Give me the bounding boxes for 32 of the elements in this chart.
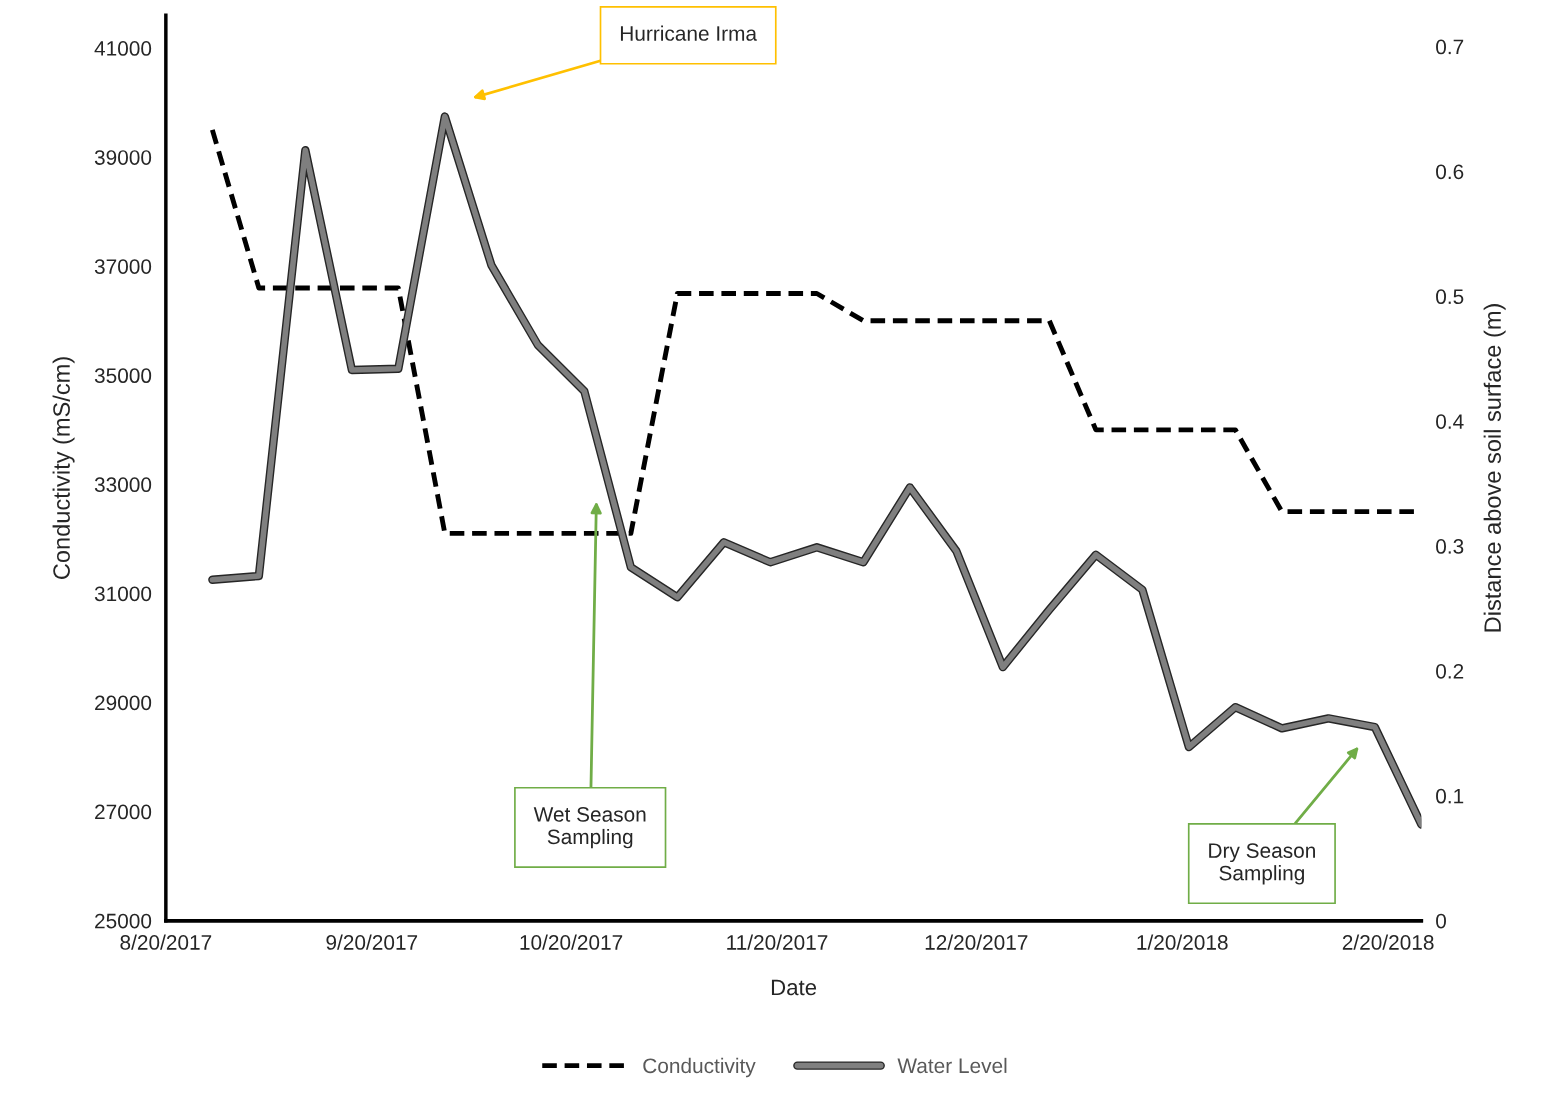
y-axis-title: Conductivity (mS/cm) <box>52 357 75 579</box>
legend-label: Conductivity <box>643 1057 756 1078</box>
annotation: Wet Season Sampling <box>533 807 646 849</box>
y-tick-label: 35000 <box>94 368 152 384</box>
x-tick-label: 2/20/2018 <box>1342 934 1434 950</box>
y-tick-label: 25000 <box>95 913 152 929</box>
y-tick-label: 27000 <box>95 804 152 820</box>
y2-tick-label: 0.2 <box>1436 663 1464 679</box>
y-tick-label: 33000 <box>94 477 152 493</box>
y2-tick-label: 0.3 <box>1436 539 1464 554</box>
y-tick-label: 37000 <box>94 259 152 274</box>
y-tick-label: 31000 <box>94 586 152 602</box>
y2-tick-label: 0.5 <box>1436 289 1464 305</box>
annotation: Hurricane Irma <box>620 25 758 41</box>
y2-tick-label: 0 <box>1436 913 1447 929</box>
annotation: Dry Season Sampling <box>1209 843 1315 885</box>
x-tick-label: 1/20/2018 <box>1137 934 1228 950</box>
y2-tick-label: 0.7 <box>1436 39 1464 55</box>
y2-tick-label: 0.6 <box>1436 164 1464 180</box>
x-tick-label: 11/20/2017 <box>727 934 828 950</box>
y-tick-label: 29000 <box>95 695 152 711</box>
y2-tick-label: 0.1 <box>1436 788 1464 804</box>
x-tick-label: 10/20/2017 <box>520 934 623 950</box>
y2-tick-label: 0.4 <box>1436 414 1464 429</box>
x-tick-label: 12/20/2017 <box>925 934 1028 950</box>
y-tick-label: 41000 <box>94 41 152 56</box>
y-tick-label: 39000 <box>94 150 152 165</box>
legend-label: Water Level <box>897 1057 1007 1074</box>
y2-axis-title: Distance above soil surface (m) <box>1483 304 1506 632</box>
x-tick-label: 8/20/2017 <box>120 934 212 950</box>
x-axis-title: Date <box>771 979 817 996</box>
x-tick-label: 9/20/2017 <box>326 934 418 950</box>
